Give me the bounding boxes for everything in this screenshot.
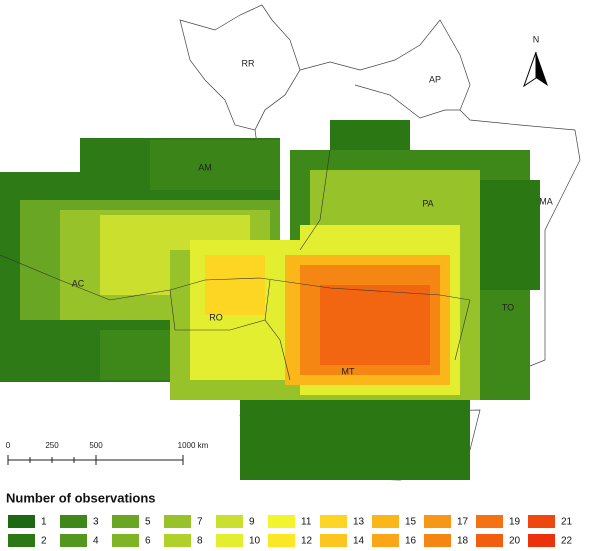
state-label: AC <box>72 278 85 288</box>
legend-swatch <box>112 515 139 528</box>
scale-bar <box>7 455 184 465</box>
legend-swatch <box>528 534 555 547</box>
legend-swatch <box>476 515 503 528</box>
legend-label: 7 <box>197 517 203 528</box>
legend-swatch <box>216 515 243 528</box>
legend-swatch <box>268 515 295 528</box>
legend-label: 21 <box>561 517 573 528</box>
state-label: RO <box>209 312 223 322</box>
state-label: PA <box>422 198 433 208</box>
state-label: RR <box>242 58 255 68</box>
observation-footprints <box>0 120 540 480</box>
legend-label: 14 <box>353 536 365 547</box>
north-label: N <box>533 34 540 44</box>
legend-label: 8 <box>197 536 203 547</box>
state-label: MT <box>342 366 355 376</box>
legend-swatch <box>424 534 451 547</box>
legend-label: 15 <box>405 517 417 528</box>
legend-label: 12 <box>301 536 313 547</box>
state-borders <box>0 149 471 381</box>
legend-label: 1 <box>41 517 47 528</box>
scale-label: 1000 km <box>178 441 209 450</box>
legend-label: 17 <box>457 517 469 528</box>
legend-swatch <box>528 515 555 528</box>
legend-swatch <box>216 534 243 547</box>
scale-label: 250 <box>45 441 59 450</box>
legend-swatch <box>112 534 139 547</box>
legend-label: 9 <box>249 517 255 528</box>
legend-label: 5 <box>145 517 151 528</box>
legend-label: 22 <box>561 536 573 547</box>
legend-label: 6 <box>145 536 151 547</box>
state-label: MA <box>539 196 553 206</box>
legend-label: 2 <box>41 536 47 547</box>
legend-label: 16 <box>405 536 417 547</box>
legend-swatch <box>164 534 191 547</box>
legend-swatch <box>164 515 191 528</box>
north-arrow: N <box>523 34 548 88</box>
legend-label: 18 <box>457 536 469 547</box>
legend-swatch <box>372 534 399 547</box>
legend-title: Number of observations <box>6 490 156 505</box>
scale-label: 0 <box>6 441 11 450</box>
legend-label: 20 <box>509 536 521 547</box>
state-label: TO <box>502 302 514 312</box>
legend-label: 3 <box>93 517 99 528</box>
legend-swatch <box>60 534 87 547</box>
legend-label: 10 <box>249 536 261 547</box>
legend-swatch <box>320 515 347 528</box>
legend-label: 13 <box>353 517 365 528</box>
state-label: AM <box>198 162 212 172</box>
legend-swatch <box>268 534 295 547</box>
legend-swatch <box>8 534 35 547</box>
legend-swatch <box>424 515 451 528</box>
scale-label: 500 <box>89 441 103 450</box>
legend-label: 4 <box>93 536 99 547</box>
state-label: AP <box>429 74 441 84</box>
legend-swatch <box>60 515 87 528</box>
legend-swatch <box>476 534 503 547</box>
legend-swatch <box>320 534 347 547</box>
legend-label: 19 <box>509 517 521 528</box>
legend-label: 11 <box>301 517 312 528</box>
legend-swatch <box>372 515 399 528</box>
legend-swatch <box>8 515 35 528</box>
